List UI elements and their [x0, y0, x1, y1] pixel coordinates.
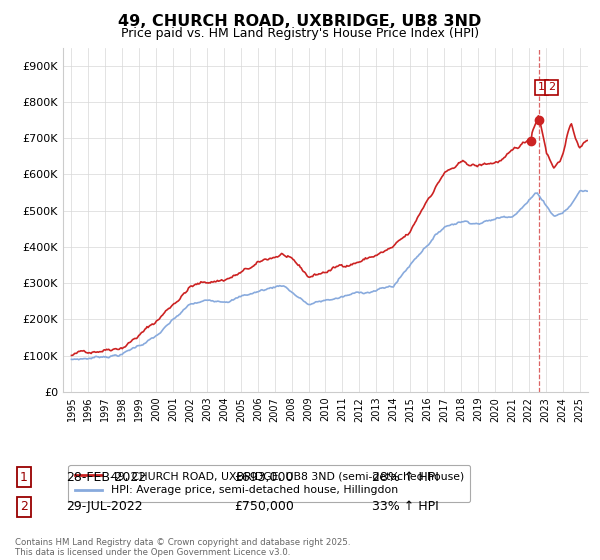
Text: £750,000: £750,000: [234, 500, 294, 514]
Text: 2: 2: [20, 500, 28, 514]
Text: £693,000: £693,000: [234, 470, 293, 484]
Text: 1: 1: [538, 82, 545, 92]
Text: Price paid vs. HM Land Registry's House Price Index (HPI): Price paid vs. HM Land Registry's House …: [121, 27, 479, 40]
Text: 49, CHURCH ROAD, UXBRIDGE, UB8 3ND: 49, CHURCH ROAD, UXBRIDGE, UB8 3ND: [118, 14, 482, 29]
Text: 28% ↑ HPI: 28% ↑ HPI: [372, 470, 439, 484]
Text: 33% ↑ HPI: 33% ↑ HPI: [372, 500, 439, 514]
Text: 2: 2: [548, 82, 555, 92]
Text: 29-JUL-2022: 29-JUL-2022: [66, 500, 143, 514]
Text: 1: 1: [20, 470, 28, 484]
Text: Contains HM Land Registry data © Crown copyright and database right 2025.
This d: Contains HM Land Registry data © Crown c…: [15, 538, 350, 557]
Legend: 49, CHURCH ROAD, UXBRIDGE, UB8 3ND (semi-detached house), HPI: Average price, se: 49, CHURCH ROAD, UXBRIDGE, UB8 3ND (semi…: [68, 465, 470, 502]
Text: 28-FEB-2022: 28-FEB-2022: [66, 470, 146, 484]
